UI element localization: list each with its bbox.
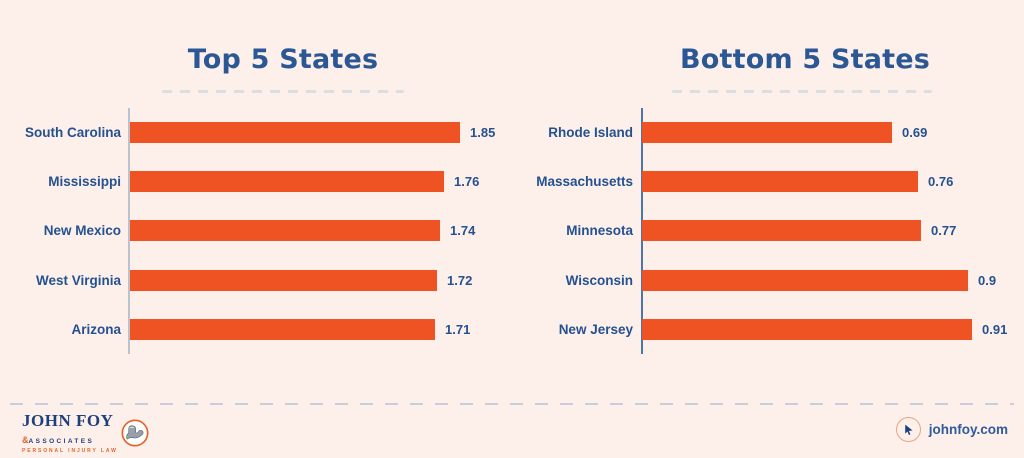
brand-logo: JOHN FOY &ASSOCIATES PERSONAL INJURY LAW — [22, 412, 149, 454]
category-label: Mississippi — [48, 174, 121, 190]
brand-tagline: PERSONAL INJURY LAW — [22, 448, 118, 454]
brand-suffix: ASSOCIATES — [28, 438, 95, 445]
bar-row: Arizona 1.71 — [0, 318, 512, 340]
bar-row: Wisconsin 0.9 — [512, 269, 1024, 291]
bar — [642, 122, 892, 144]
title-divider-dashed — [672, 90, 932, 93]
value-label: 0.69 — [902, 125, 928, 141]
value-label: 1.76 — [454, 174, 480, 190]
flexed-arm-icon — [121, 419, 149, 447]
value-label: 0.76 — [928, 174, 954, 190]
brand-ampersand: & — [22, 435, 29, 445]
y-axis-line — [128, 108, 130, 354]
bar — [642, 318, 972, 340]
bar-row: South Carolina 1.85 — [0, 122, 512, 144]
bar-chart-bottom5: Rhode Island 0.69 Massachusetts 0.76 Min… — [512, 108, 1024, 354]
value-label: 1.85 — [470, 125, 496, 141]
panel-bottom5-states: Bottom 5 States Rhode Island 0.69 Massac… — [512, 0, 1024, 458]
category-label: Wisconsin — [565, 272, 633, 288]
value-label: 0.91 — [982, 321, 1008, 337]
bar-row: Minnesota 0.77 — [512, 220, 1024, 242]
bar — [130, 171, 444, 193]
value-label: 0.9 — [978, 272, 997, 288]
bar — [130, 122, 460, 144]
category-label: Arizona — [71, 321, 121, 337]
value-label: 1.71 — [445, 321, 471, 337]
bar — [642, 269, 968, 291]
value-label: 1.74 — [450, 223, 476, 239]
category-label: Rhode Island — [548, 125, 633, 141]
footer-divider-dashed — [10, 403, 1014, 405]
chart-title-bottom5: Bottom 5 States — [679, 44, 931, 75]
bar-row: Mississippi 1.76 — [0, 171, 512, 193]
value-label: 0.77 — [931, 223, 957, 239]
cursor-badge — [895, 417, 921, 442]
mouse-cursor-icon — [904, 424, 913, 436]
title-divider-dashed — [162, 90, 404, 93]
bar — [130, 269, 437, 291]
website-link[interactable]: johnfoy.com — [895, 417, 1008, 442]
bar-row: New Mexico 1.74 — [0, 220, 512, 242]
bar-chart-top5: South Carolina 1.85 Mississippi 1.76 New… — [0, 108, 512, 354]
category-label: Minnesota — [566, 223, 633, 239]
category-label: Massachusetts — [536, 174, 633, 190]
chart-title-top5: Top 5 States — [187, 44, 379, 75]
bar-row: West Virginia 1.72 — [0, 269, 512, 291]
bar — [642, 171, 918, 193]
bar — [130, 220, 440, 242]
category-label: South Carolina — [24, 125, 121, 141]
website-text: johnfoy.com — [928, 422, 1008, 437]
panel-top5-states: Top 5 States South Carolina 1.85 Mississ… — [0, 44, 512, 354]
bar-row: Massachusetts 0.76 — [512, 171, 1024, 193]
bar — [130, 318, 435, 340]
category-label: West Virginia — [35, 272, 121, 288]
brand-text: JOHN FOY &ASSOCIATES PERSONAL INJURY LAW — [22, 412, 118, 454]
bar-row: Rhode Island 0.69 — [512, 122, 1024, 144]
category-label: New Mexico — [43, 223, 121, 239]
category-label: New Jersey — [558, 321, 633, 337]
bar-row: New Jersey 0.91 — [512, 318, 1024, 340]
bar — [642, 220, 921, 242]
value-label: 1.72 — [447, 272, 473, 288]
brand-subline: &ASSOCIATES — [22, 431, 118, 447]
brand-name: JOHN FOY — [22, 411, 114, 430]
